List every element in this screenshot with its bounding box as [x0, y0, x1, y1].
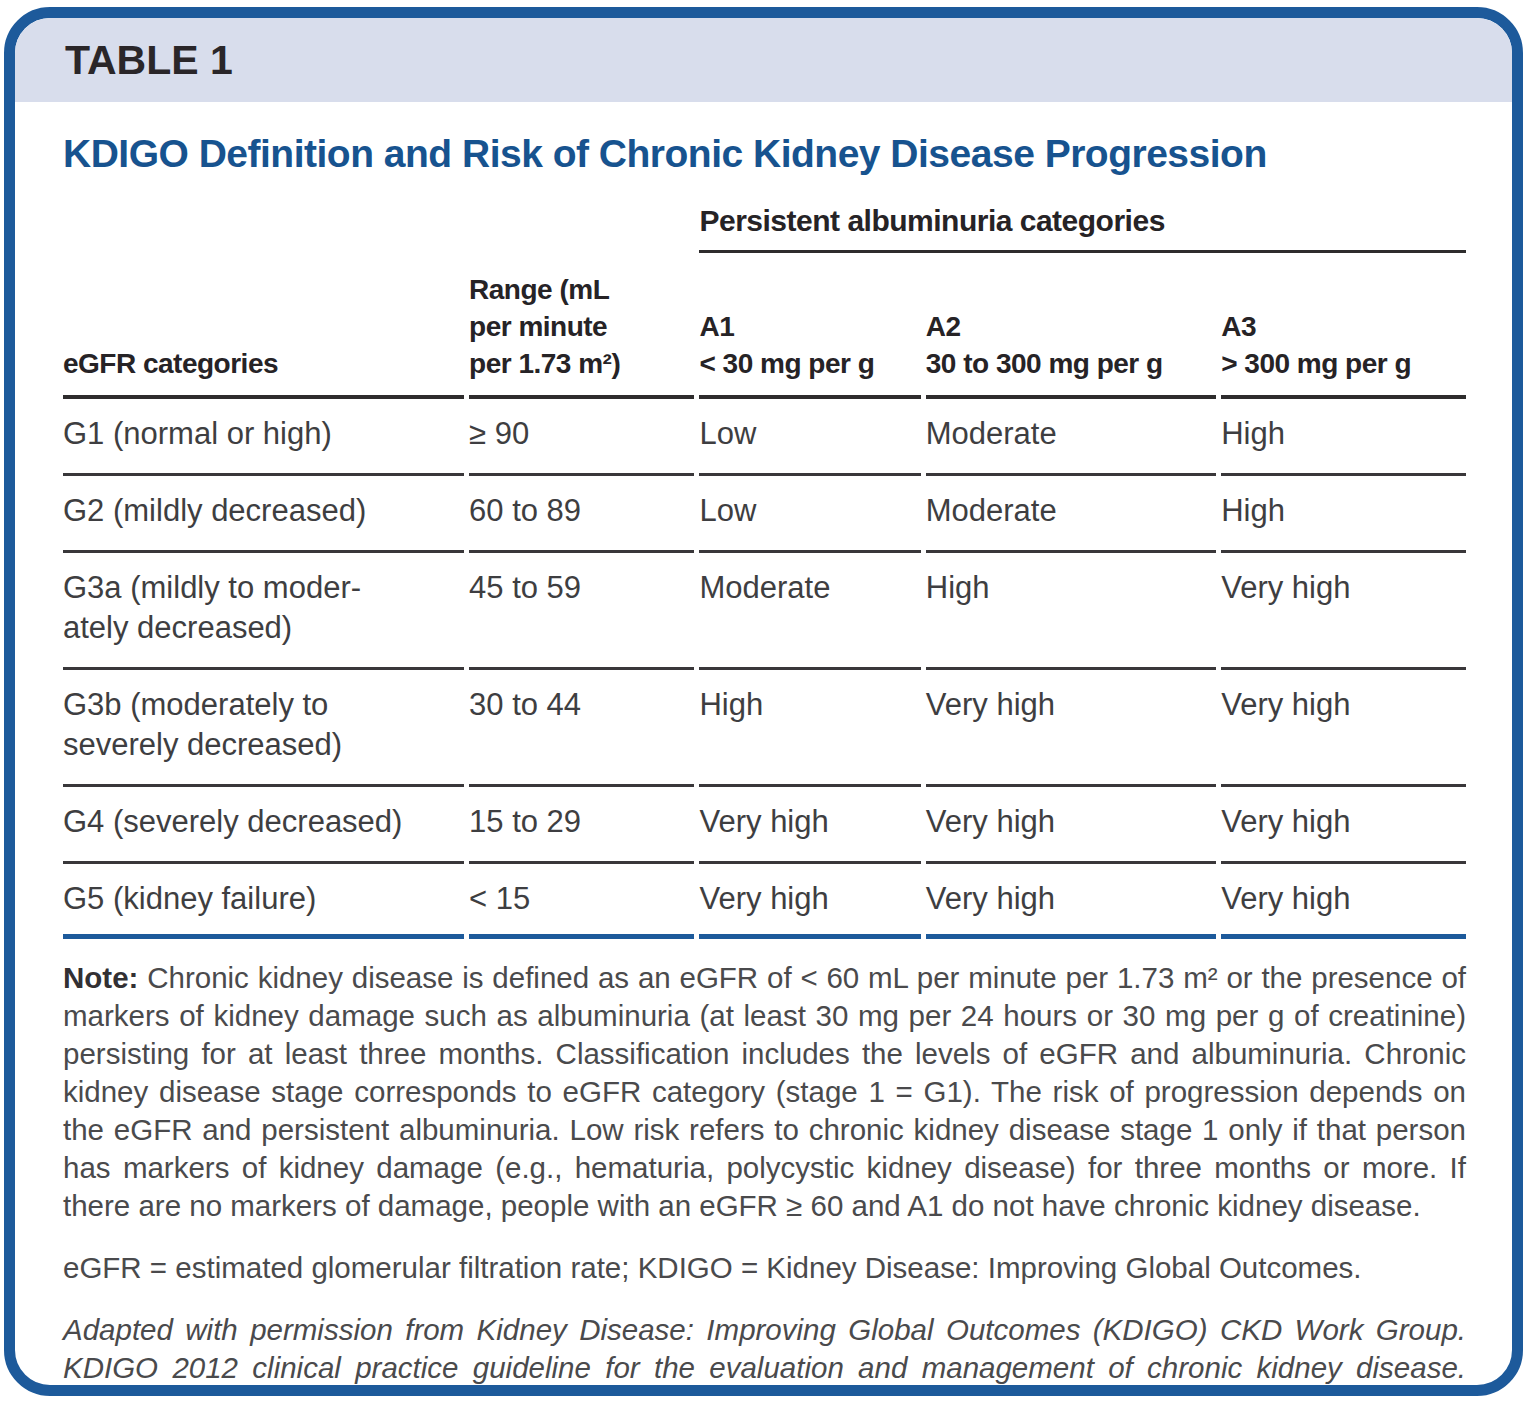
cell-category: G3b (moderately to severely decreased) [63, 670, 464, 787]
cell-category: G2 (mildly decreased) [63, 476, 464, 553]
table-number-label: TABLE 1 [65, 37, 233, 84]
cell-a3-risk: Very high [1221, 864, 1466, 939]
table-title: KDIGO Definition and Risk of Chronic Kid… [63, 132, 1466, 176]
table-row-g2: G2 (mildly decreased) 60 to 89 Low Moder… [63, 476, 1466, 553]
cell-a1-risk: Moderate [699, 553, 920, 670]
colhead-a1: A1 < 30 mg per g [699, 253, 920, 399]
cell-range: 15 to 29 [469, 787, 694, 864]
note-text: Chronic kidney disease is defined as an … [63, 961, 1466, 1222]
cell-a2-risk: Moderate [926, 476, 1216, 553]
cell-category: G3a (mildly to moder- ately decreased) [63, 553, 464, 670]
citation-reference: 2013;3(1):6. [294, 1389, 453, 1396]
page: TABLE 1 KDIGO Definition and Risk of Chr… [0, 0, 1528, 1401]
table-row-g1: G1 (normal or high) ≥ 90 Low Moderate Hi… [63, 399, 1466, 476]
table-number-band: TABLE 1 [15, 18, 1512, 102]
cell-a2-risk: Very high [926, 787, 1216, 864]
table-row-g5: G5 (kidney failure) < 15 Very high Very … [63, 864, 1466, 939]
table-row-g3b: G3b (moderately to severely decreased) 3… [63, 670, 1466, 787]
cell-range: 60 to 89 [469, 476, 694, 553]
note-paragraph: Note: Chronic kidney disease is defined … [63, 959, 1466, 1225]
cell-a3-risk: Very high [1221, 670, 1466, 787]
cell-range: ≥ 90 [469, 399, 694, 476]
cell-a2-risk: Moderate [926, 399, 1216, 476]
cell-a2-risk: Very high [926, 864, 1216, 939]
group-header-row: Persistent albuminuria categories [63, 200, 1466, 253]
cell-category: G4 (severely decreased) [63, 787, 464, 864]
cell-a1-risk: Very high [699, 864, 920, 939]
citation-adapted-text: Adapted with permission from Kidney Dise… [63, 1313, 1466, 1384]
table-content: KDIGO Definition and Risk of Chronic Kid… [15, 132, 1512, 1396]
cell-a1-risk: High [699, 670, 920, 787]
group-header-albuminuria: Persistent albuminuria categories [699, 200, 1466, 253]
table-card: TABLE 1 KDIGO Definition and Risk of Chr… [4, 7, 1523, 1396]
cell-a3-risk: High [1221, 476, 1466, 553]
cell-category: G1 (normal or high) [63, 399, 464, 476]
cell-a1-risk: Very high [699, 787, 920, 864]
citation-paragraph: Adapted with permission from Kidney Dise… [63, 1311, 1466, 1396]
table-row-g4: G4 (severely decreased) 15 to 29 Very hi… [63, 787, 1466, 864]
cell-a1-risk: Low [699, 476, 920, 553]
colhead-a3: A3 > 300 mg per g [1221, 253, 1466, 399]
colhead-range: Range (mL per minute per 1.73 m²) [469, 253, 694, 399]
cell-a2-risk: Very high [926, 670, 1216, 787]
colhead-a2: A2 30 to 300 mg per g [926, 253, 1216, 399]
group-header-spacer [63, 200, 694, 253]
colhead-egfr-categories: eGFR categories [63, 253, 464, 399]
column-header-row: eGFR categories Range (mL per minute per… [63, 253, 1466, 399]
cell-a1-risk: Low [699, 399, 920, 476]
cell-range: < 15 [469, 864, 694, 939]
note-label: Note: [63, 961, 138, 994]
cell-a3-risk: Very high [1221, 553, 1466, 670]
table-row-g3a: G3a (mildly to moder- ately decreased) 4… [63, 553, 1466, 670]
cell-a2-risk: High [926, 553, 1216, 670]
cell-category: G5 (kidney failure) [63, 864, 464, 939]
kdigo-table: Persistent albuminuria categories eGFR c… [58, 200, 1471, 939]
abbreviations-line: eGFR = estimated glomerular filtration r… [63, 1249, 1466, 1287]
citation-journal: Kidney Int Suppl. [63, 1389, 286, 1396]
cell-a3-risk: High [1221, 399, 1466, 476]
cell-a3-risk: Very high [1221, 787, 1466, 864]
cell-range: 30 to 44 [469, 670, 694, 787]
cell-range: 45 to 59 [469, 553, 694, 670]
